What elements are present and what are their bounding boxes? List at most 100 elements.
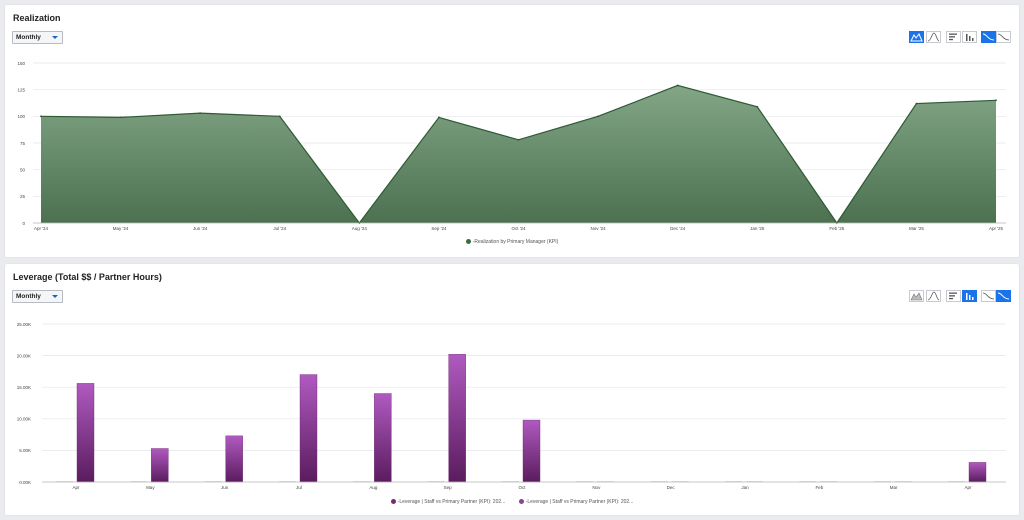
data-point	[597, 115, 599, 118]
data-point	[438, 116, 440, 119]
x-tick-label: Dec	[667, 485, 676, 490]
x-tick-label: Jun '24	[193, 226, 208, 231]
chart-legend: -Leverage | Staff vs Primary Partner (KP…	[5, 499, 1019, 505]
data-point	[915, 102, 918, 105]
x-tick-label: Aug '24	[352, 226, 368, 231]
x-tick-label: Feb '25	[829, 226, 844, 231]
legend-label: -Leverage | Staff vs Primary Partner (KP…	[525, 499, 634, 505]
y-tick-label: 0.00K	[19, 480, 31, 485]
bar-series-2	[76, 383, 95, 483]
smooth-line-icon	[982, 33, 995, 41]
chevron-down-icon	[52, 36, 58, 39]
legend-dot	[390, 499, 396, 505]
line-chart-icon	[927, 291, 940, 301]
y-tick-label: 10.00K	[17, 417, 31, 422]
bar-series-2	[522, 419, 541, 483]
x-tick-label: Feb	[815, 485, 823, 490]
period-select[interactable]: Monthly	[12, 290, 63, 303]
data-point	[199, 112, 202, 115]
x-tick-label: Jul '24	[273, 226, 286, 231]
step-line-button[interactable]	[996, 290, 1011, 302]
y-tick-label: 125	[17, 87, 25, 92]
x-tick-label: Oct	[518, 485, 526, 490]
bar-series-2	[151, 448, 169, 483]
period-select[interactable]: Monthly	[12, 31, 63, 44]
horizontal-bar-icon	[949, 292, 957, 300]
step-line-button[interactable]	[996, 31, 1011, 43]
line-chart-button[interactable]	[926, 290, 941, 302]
area-chart-button[interactable]	[909, 31, 924, 43]
x-tick-label: Apr '24	[34, 226, 49, 231]
area-chart-icon	[910, 33, 923, 42]
legend-dot	[465, 239, 471, 245]
x-tick-label: Sep	[444, 485, 453, 490]
realization-chart: 0 25 50 75 100 125 150 Apr '24 May '24 Jun '24 Jul…	[17, 61, 1006, 231]
bar-series-2	[374, 393, 392, 483]
x-tick-label: Aug	[369, 485, 378, 490]
y-tick-label: 15.00K	[17, 385, 31, 390]
panel-title: Realization	[13, 13, 61, 23]
smooth-line-icon	[982, 292, 995, 300]
x-tick-label: May	[146, 485, 155, 490]
smooth-line-button[interactable]	[981, 31, 996, 43]
x-tick-label: Nov	[592, 485, 601, 490]
x-tick-label: Dec '24	[670, 226, 686, 231]
vertical-bar-button[interactable]	[962, 290, 977, 302]
y-tick-label: 75	[20, 141, 26, 146]
chart-type-toolbar	[909, 31, 1011, 43]
leverage-chart: 0.00K 5.00K 10.00K 15.00K 20.00K 25.00K Apr May…	[17, 322, 1006, 490]
horizontal-bar-button[interactable]	[946, 31, 961, 43]
y-tick-label: 25	[20, 194, 26, 199]
x-tick-label: Apr	[72, 485, 80, 490]
legend-item[interactable]: -Leverage | Staff vs Primary Partner (KP…	[518, 499, 634, 505]
bar-series-2	[448, 354, 466, 483]
area-chart-icon	[910, 292, 923, 301]
x-tick-label: Mar '25	[909, 226, 924, 231]
horizontal-bar-button[interactable]	[946, 290, 961, 302]
period-select-value: Monthly	[16, 293, 41, 300]
x-tick-label: Mar	[890, 485, 898, 490]
realization-panel: 0 25 50 75 100 125 150 Apr '24 May '24 Jun '24 Jul…	[5, 5, 1019, 257]
data-point	[676, 84, 679, 87]
data-point	[517, 138, 520, 141]
y-tick-label: 0	[22, 221, 25, 226]
data-point	[995, 99, 997, 102]
x-tick-label: Nov '24	[591, 226, 607, 231]
area-fill	[41, 85, 996, 224]
chevron-down-icon	[52, 295, 58, 298]
line-chart-button[interactable]	[926, 31, 941, 43]
smooth-line-button[interactable]	[981, 290, 996, 302]
chart-legend: -Realization by Primary Manager (KPI)	[5, 239, 1019, 245]
x-tick-label: May '24	[113, 226, 129, 231]
x-tick-label: Jan	[741, 485, 749, 490]
vertical-bar-button[interactable]	[962, 31, 977, 43]
y-tick-label: 20.00K	[17, 353, 31, 358]
data-point	[40, 115, 42, 118]
data-point	[119, 116, 122, 119]
legend-label: -Realization by Primary Manager (KPI)	[472, 239, 559, 245]
bar-series-2	[299, 374, 318, 483]
curve-line-icon	[997, 33, 1010, 41]
x-tick-label: Oct '24	[511, 226, 526, 231]
period-select-value: Monthly	[16, 34, 41, 41]
x-tick-label: Apr	[964, 485, 972, 490]
y-tick-label: 100	[17, 114, 25, 119]
curve-line-icon	[997, 292, 1010, 300]
legend-label: -Leverage | Staff vs Primary Partner (KP…	[397, 499, 506, 505]
bar-series-2	[225, 435, 243, 483]
bar-series-2	[968, 462, 987, 483]
x-tick-label: Sep '24	[431, 226, 447, 231]
data-point	[278, 115, 281, 118]
x-tick-label: Jul	[296, 485, 302, 490]
y-tick-label: 5.00K	[19, 448, 31, 453]
legend-item[interactable]: -Leverage | Staff vs Primary Partner (KP…	[390, 499, 506, 505]
horizontal-bar-icon	[949, 33, 957, 41]
x-tick-label: Apr '25	[989, 226, 1004, 231]
area-chart-button[interactable]	[909, 290, 924, 302]
legend-item[interactable]: -Realization by Primary Manager (KPI)	[465, 239, 559, 245]
x-tick-label: Jan '25	[750, 226, 765, 231]
leverage-panel: 0.00K 5.00K 10.00K 15.00K 20.00K 25.00K Apr May…	[5, 264, 1019, 515]
y-tick-label: 150	[17, 61, 25, 66]
legend-dot	[518, 499, 524, 505]
x-tick-label: Jun	[221, 485, 229, 490]
